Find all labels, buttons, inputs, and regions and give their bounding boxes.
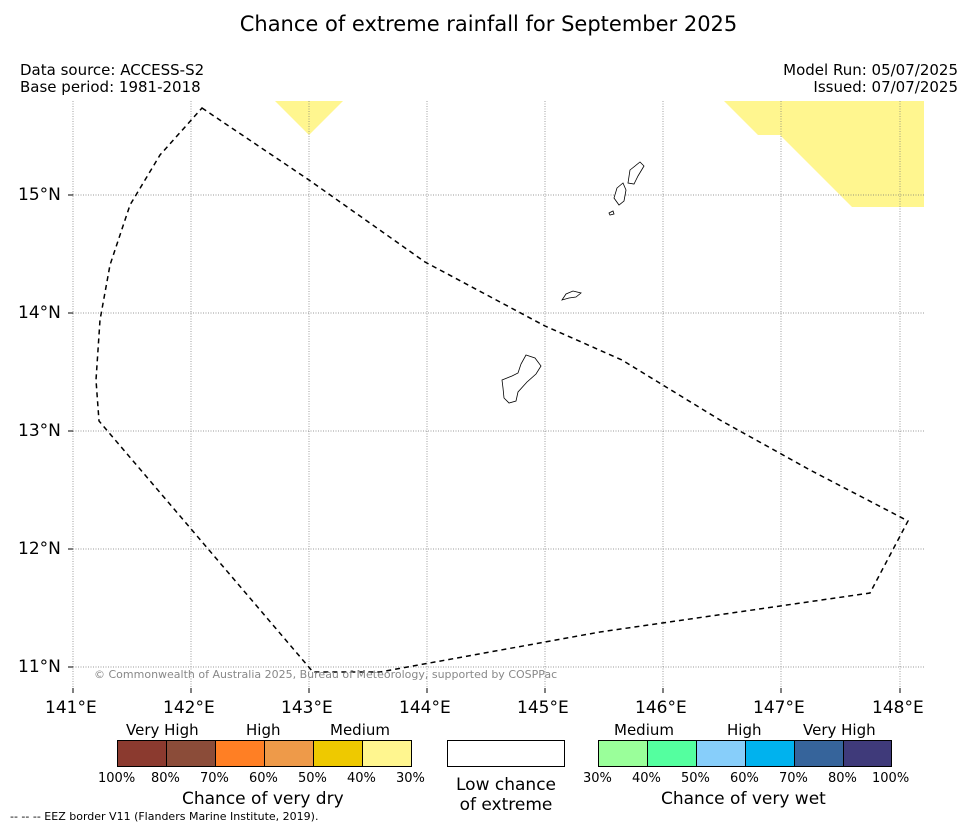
lon-label-145e: 145°E: [517, 698, 569, 718]
map-canvas: [68, 101, 924, 693]
base-period-text: Base period: 1981-2018: [20, 78, 201, 96]
dry-tick-100: 100%: [98, 771, 136, 786]
eez-border: [95, 107, 910, 673]
island-guam: [501, 354, 542, 404]
wet-tick-50: 50%: [681, 771, 710, 786]
wet-heading-very-high: Very High: [803, 721, 876, 739]
dry-area-northeast: [724, 101, 924, 207]
wet-tick-40: 40%: [632, 771, 661, 786]
dry-caption: Chance of very dry: [182, 789, 344, 809]
wet-heading-high: High: [727, 721, 762, 739]
lon-label-146e: 146°E: [635, 698, 687, 718]
island-aguijan: [608, 210, 615, 216]
issued-text: Issued: 07/07/2025: [813, 78, 958, 96]
map-title: Chance of extreme rainfall for September…: [239, 12, 738, 36]
lon-label-141e: 141°E: [45, 698, 97, 718]
wet-swatch-80-100: [843, 740, 892, 767]
wet-swatch-50-60: [696, 740, 746, 767]
lon-label-142e: 142°E: [163, 698, 215, 718]
wet-tick-30: 30%: [583, 771, 612, 786]
lon-label-148e: 148°E: [872, 698, 924, 718]
lon-label-144e: 144°E: [399, 698, 451, 718]
graticule: [72, 101, 924, 688]
wet-heading-medium: Medium: [614, 721, 674, 739]
dry-swatch-100-80: [117, 740, 167, 767]
dry-area-north: [275, 101, 343, 135]
lat-label-12n: 12°N: [18, 539, 61, 559]
model-run-text: Model Run: 05/07/2025: [783, 61, 958, 79]
dry-tick-60: 60%: [249, 771, 278, 786]
island-saipan: [627, 161, 645, 185]
low-chance-caption-1: Low chance: [456, 775, 556, 795]
wet-tick-80: 80%: [828, 771, 857, 786]
dry-heading-very-high: Very High: [126, 721, 199, 739]
lon-label-143e: 143°E: [281, 698, 333, 718]
data-source-text: Data source: ACCESS-S2: [20, 61, 205, 79]
wet-tick-70: 70%: [779, 771, 808, 786]
dry-tick-70: 70%: [200, 771, 229, 786]
dry-heading-high: High: [246, 721, 281, 739]
dry-tick-50: 50%: [298, 771, 327, 786]
dry-swatch-60-50: [264, 740, 314, 767]
copyright-text: © Commonwealth of Australia 2025, Bureau…: [94, 668, 558, 681]
wet-tick-60: 60%: [730, 771, 759, 786]
dry-swatch-70-60: [215, 740, 265, 767]
lat-label-11n: 11°N: [18, 657, 61, 677]
dry-tick-40: 40%: [347, 771, 376, 786]
wet-swatch-30-40: [598, 740, 648, 767]
wet-swatch-60-70: [745, 740, 795, 767]
dry-swatch-40-30: [362, 740, 412, 767]
dry-swatch-80-70: [166, 740, 216, 767]
dry-tick-30: 30%: [396, 771, 425, 786]
wet-swatch-40-50: [647, 740, 697, 767]
island-rota: [561, 290, 582, 301]
lon-label-147e: 147°E: [753, 698, 805, 718]
island-tinian: [613, 182, 627, 206]
lat-label-15n: 15°N: [18, 185, 61, 205]
low-chance-caption-2: of extreme: [459, 795, 553, 815]
dry-heading-medium: Medium: [330, 721, 390, 739]
wet-caption: Chance of very wet: [661, 789, 826, 809]
low-chance-swatch: [447, 740, 565, 767]
islands: [501, 161, 645, 404]
axis-ticks: [68, 194, 901, 693]
wet-swatch-70-80: [794, 740, 844, 767]
eez-footnote: -- -- -- EEZ border V11 (Flanders Marine…: [10, 810, 319, 823]
lat-label-13n: 13°N: [18, 421, 61, 441]
dry-swatch-50-40: [313, 740, 363, 767]
wet-tick-100: 100%: [872, 771, 910, 786]
lat-label-14n: 14°N: [18, 303, 61, 323]
dry-tick-80: 80%: [151, 771, 180, 786]
